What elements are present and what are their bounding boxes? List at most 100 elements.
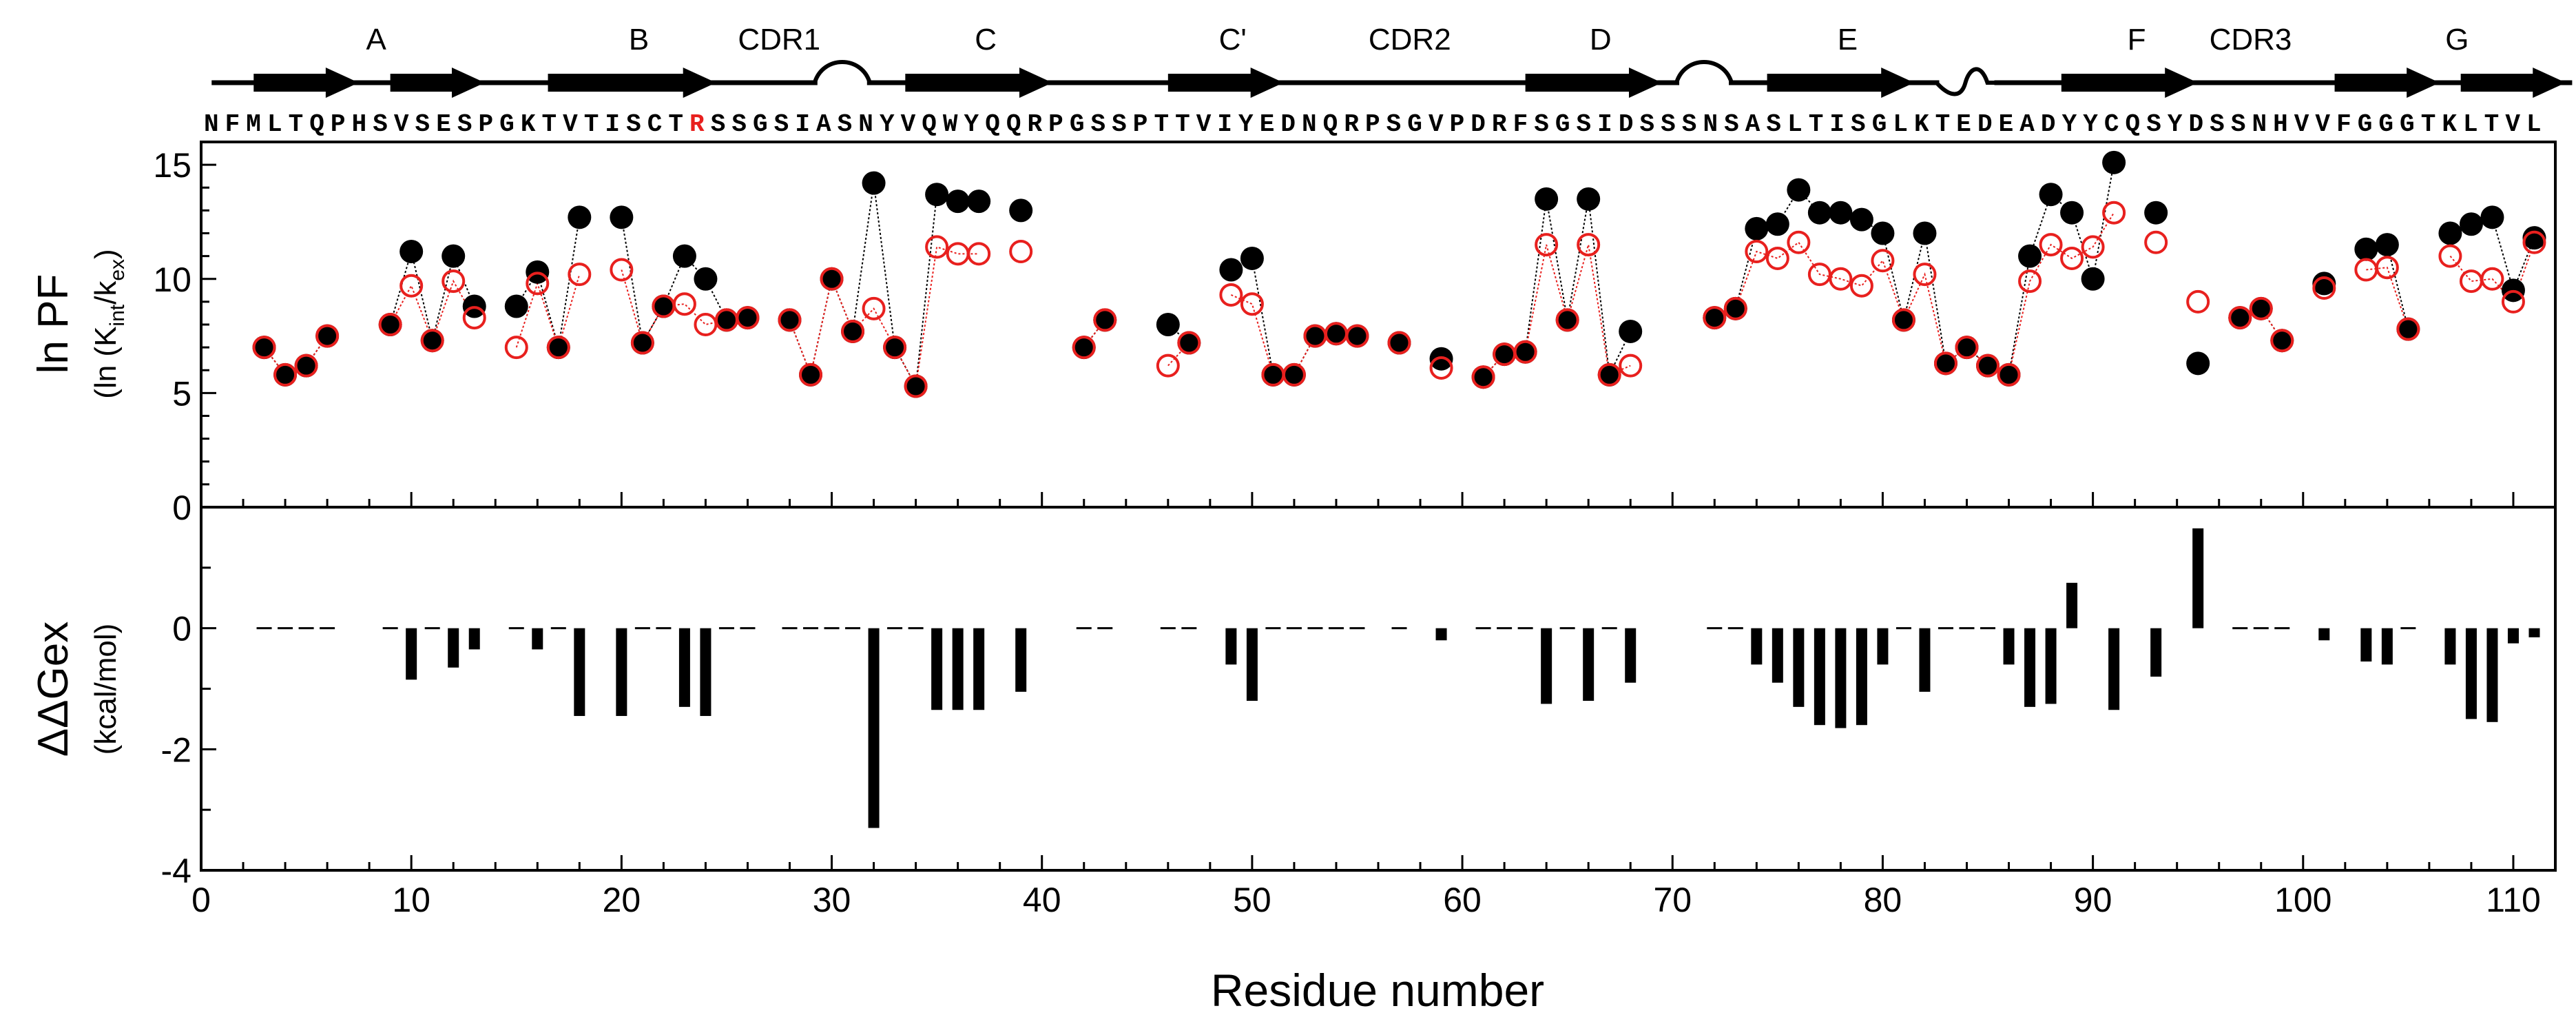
open-point: [1009, 240, 1033, 263]
open-point: [1891, 308, 1915, 332]
sequence-residue: V: [2315, 110, 2330, 139]
filled-point: [2228, 306, 2252, 330]
sequence-residue: Q: [985, 110, 1000, 139]
x-tick-label: 90: [2074, 881, 2112, 919]
sequence-residue: L: [267, 110, 282, 139]
filled-point: [2480, 205, 2504, 229]
open-point: [1577, 233, 1601, 257]
ddg-bar: [952, 628, 964, 710]
open-point: [252, 336, 276, 360]
sequence-residue: P: [1450, 110, 1465, 139]
ddg-bar: [1835, 628, 1847, 728]
sequence-residue: T: [584, 110, 599, 139]
open-point: [504, 336, 528, 360]
filled-point: [1997, 362, 2021, 387]
open-point: [2144, 230, 2168, 254]
filled-point: [1219, 258, 1243, 282]
filled-point: [1303, 324, 1327, 348]
filled-point: [546, 336, 570, 360]
open-point: [778, 308, 802, 332]
strand-label: B: [629, 23, 649, 57]
x-tick-label: 0: [191, 881, 211, 919]
sequence-residue: R: [689, 110, 705, 139]
open-point: [1955, 336, 1979, 360]
top-ylabel-sub: (ln (Kint/kex): [89, 249, 129, 398]
filled-point: [1723, 296, 1747, 320]
filled-point: [2522, 226, 2546, 250]
strand-arrow: [905, 68, 1052, 98]
x-tick-label: 50: [1233, 881, 1271, 919]
sequence-residue: T: [541, 110, 557, 139]
sequence-residue: Q: [922, 110, 937, 139]
filled-point: [1324, 322, 1348, 346]
black-series-line: [389, 249, 475, 341]
open-point: [1219, 283, 1243, 307]
top-y-tick-label: 10: [153, 260, 191, 299]
open-point: [1471, 365, 1495, 389]
open-point: [736, 306, 760, 330]
sequence-residue: I: [1217, 110, 1232, 139]
strand-arrow: [390, 68, 485, 98]
filled-point: [315, 324, 340, 348]
sequence-residue: T: [668, 110, 683, 139]
ddg-bar: [448, 628, 459, 668]
filled-point: [1871, 221, 1895, 245]
ddg-bar: [2486, 628, 2498, 722]
sequence-residue: S: [1682, 110, 1697, 139]
sequence-residue: S: [373, 110, 388, 139]
sequence-residue: Y: [2062, 110, 2077, 139]
filled-point: [273, 362, 298, 387]
sequence-residue: Q: [2126, 110, 2141, 139]
open-point: [2396, 317, 2420, 341]
sequence-residue: S: [838, 110, 853, 139]
sequence-residue: C: [647, 110, 663, 139]
x-axis-label: Residue number: [1211, 965, 1544, 1016]
ddg-bar: [1856, 628, 1867, 726]
filled-point: [2354, 237, 2378, 261]
filled-point: [442, 244, 466, 268]
sequence-residue: H: [352, 110, 367, 139]
sequence-residue: E: [1956, 110, 1971, 139]
ddg-bar: [1015, 628, 1027, 692]
filled-point: [1703, 306, 1727, 330]
filled-point: [714, 308, 738, 332]
x-tick-label: 110: [2486, 881, 2541, 919]
turn-gap: [817, 76, 867, 90]
filled-point: [778, 308, 802, 332]
x-tick-label: 20: [603, 881, 641, 919]
sequence-residue: D: [1471, 110, 1486, 139]
open-point: [967, 242, 991, 266]
filled-point: [1177, 331, 1201, 355]
sequence-residue: S: [1639, 110, 1654, 139]
sequence-residue: I: [1829, 110, 1845, 139]
sequence-residue: N: [858, 110, 873, 139]
filled-point: [1891, 308, 1915, 332]
sequence-residue: N: [204, 110, 219, 139]
x-tick-label: 60: [1443, 881, 1482, 919]
open-point: [2018, 269, 2042, 294]
sequence-residue: G: [2400, 110, 2415, 139]
secondary-structure-track: A B C C' D E F G CDR1 CDR2 CDR3: [211, 23, 2573, 98]
ddg-bar: [532, 628, 543, 650]
filled-point: [1240, 246, 1264, 270]
open-point: [273, 362, 298, 387]
sequence-residue: G: [1070, 110, 1085, 139]
sequence-residue: P: [479, 110, 494, 139]
ddg-bar: [2444, 628, 2456, 665]
filled-point: [841, 319, 865, 343]
ddg-bar: [616, 628, 627, 717]
sequence-residue: G: [1555, 110, 1570, 139]
sequence-residue: K: [1914, 110, 1929, 139]
open-point: [2249, 296, 2273, 320]
ddg-bar: [1877, 628, 1889, 665]
open-point: [694, 313, 718, 336]
sequence-residue: Y: [2083, 110, 2098, 139]
open-point: [546, 336, 570, 360]
filled-point: [1829, 201, 1853, 225]
open-point: [1933, 351, 1957, 376]
filled-point: [2312, 271, 2336, 296]
bottom-y-tick-label: 0: [172, 610, 191, 648]
ddg-bar: [2150, 628, 2162, 677]
top-ylabel: ln PF: [30, 274, 77, 374]
sequence-residue: R: [1028, 110, 1043, 139]
